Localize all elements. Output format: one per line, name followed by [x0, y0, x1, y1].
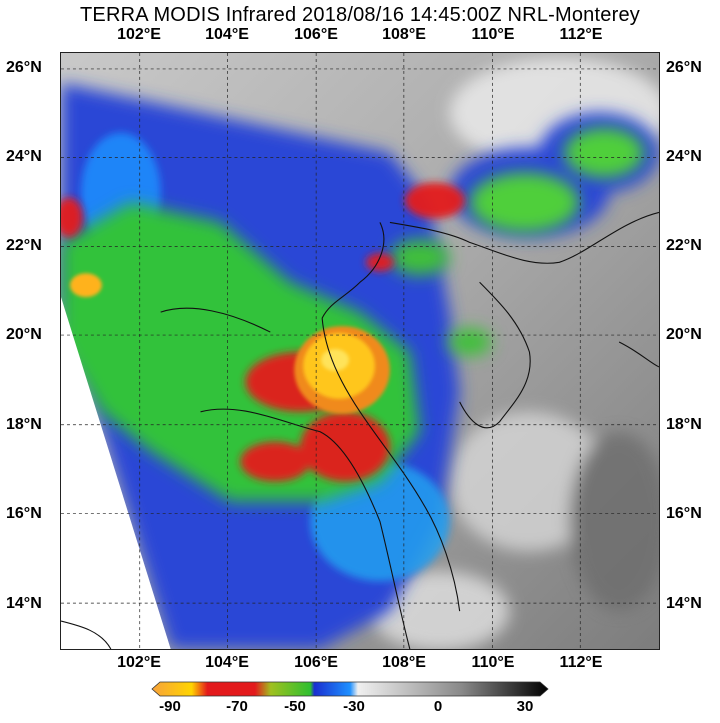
lat-label-left: 14°N [6, 595, 42, 612]
swath-edge [61, 297, 171, 649]
lat-label-right: 26°N [666, 59, 702, 76]
lon-label-top: 102°E [117, 26, 161, 43]
gridlines [61, 53, 659, 649]
colorbar-ramp [151, 681, 549, 697]
lat-label-right: 14°N [666, 595, 702, 612]
chart-title: TERRA MODIS Infrared 2018/08/16 14:45:00… [80, 4, 640, 26]
lat-label-left: 20°N [6, 326, 42, 343]
lat-label-left: 22°N [6, 237, 42, 254]
lat-label-right: 24°N [666, 148, 702, 165]
colorbar [151, 681, 549, 697]
lon-label-top: 108°E [382, 26, 426, 43]
colorbar-tick: -90 [159, 698, 181, 715]
colorbar-tick: -70 [226, 698, 248, 715]
lat-label-left: 16°N [6, 505, 42, 522]
lon-label-top: 110°E [471, 26, 515, 43]
colorbar-tick: -50 [284, 698, 306, 715]
lat-label-left: 24°N [6, 148, 42, 165]
lon-label-bottom: 112°E [559, 654, 603, 671]
lon-label-bottom: 102°E [117, 654, 161, 671]
coastlines [61, 211, 659, 649]
lat-label-left: 26°N [6, 59, 42, 76]
lon-label-top: 106°E [294, 26, 338, 43]
storm-core [69, 273, 390, 414]
lat-label-left: 18°N [6, 416, 42, 433]
colorbar-tick: 0 [433, 698, 443, 715]
lon-label-bottom: 106°E [294, 654, 338, 671]
lat-label-right: 18°N [666, 416, 702, 433]
lon-label-top: 112°E [559, 26, 603, 43]
lon-label-bottom: 108°E [382, 654, 426, 671]
lon-label-bottom: 104°E [205, 654, 249, 671]
lon-label-top: 104°E [205, 26, 249, 43]
satellite-map[interactable] [60, 52, 660, 650]
lat-label-right: 20°N [666, 326, 702, 343]
lon-label-bottom: 110°E [471, 654, 515, 671]
lat-label-right: 22°N [666, 237, 702, 254]
lat-label-right: 16°N [666, 505, 702, 522]
colorbar-tick: 30 [516, 698, 534, 715]
colorbar-tick: -30 [343, 698, 365, 715]
